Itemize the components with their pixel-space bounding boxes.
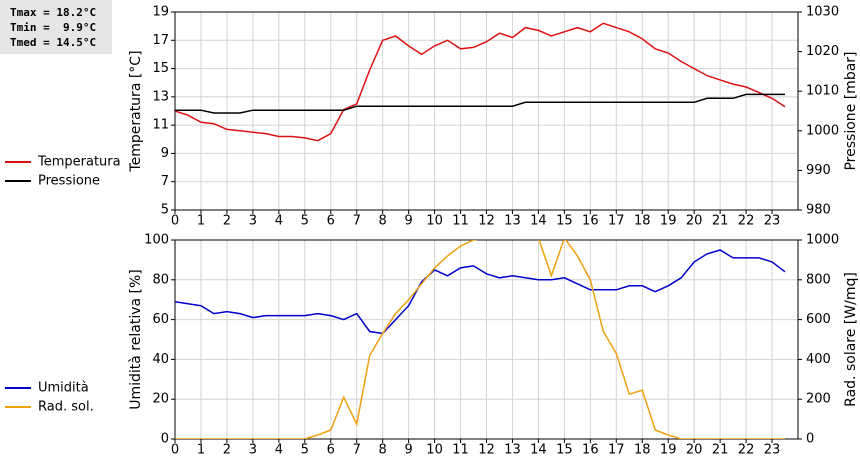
y2-tick-label: 980 <box>806 203 831 218</box>
x-tick-label: 5 <box>301 443 309 458</box>
x-tick-label: 10 <box>426 443 443 458</box>
x-tick-label: 12 <box>478 214 495 229</box>
x-tick-label: 1 <box>197 214 205 229</box>
y2-tick-label: 1010 <box>806 84 839 99</box>
series-line <box>175 249 786 335</box>
x-tick-label: 17 <box>608 214 625 229</box>
x-tick-label: 6 <box>327 443 335 458</box>
legend-label: Umidità <box>38 381 89 396</box>
x-tick-label: 0 <box>171 214 179 229</box>
x-tick-label: 18 <box>634 214 651 229</box>
x-tick-label: 15 <box>556 443 573 458</box>
annotation: Tmin = 9.9°C <box>10 21 96 34</box>
y-axis-title: Umidità relativa [%] <box>128 269 144 410</box>
x-tick-label: 21 <box>712 214 729 229</box>
y-tick-label: 7 <box>161 174 169 189</box>
x-tick-label: 11 <box>452 214 469 229</box>
x-tick-label: 14 <box>530 443 547 458</box>
y2-tick-label: 1030 <box>806 5 839 20</box>
y2-tick-label: 990 <box>806 163 831 178</box>
y-tick-label: 19 <box>152 5 169 20</box>
series-line <box>175 22 786 142</box>
y-tick-label: 11 <box>152 118 169 133</box>
x-tick-label: 16 <box>582 214 599 229</box>
x-tick-label: 23 <box>764 214 781 229</box>
y-tick-label: 0 <box>161 432 169 447</box>
x-tick-label: 3 <box>249 443 257 458</box>
y2-axis-title: Pressione [mbar] <box>843 51 859 170</box>
x-tick-label: 19 <box>660 214 677 229</box>
y-tick-label: 5 <box>161 203 169 218</box>
legend-label: Temperatura <box>37 155 121 170</box>
y-tick-label: 80 <box>152 272 169 287</box>
x-tick-label: 19 <box>660 443 677 458</box>
y2-tick-label: 1000 <box>806 233 839 248</box>
x-tick-label: 10 <box>426 214 443 229</box>
x-tick-label: 1 <box>197 443 205 458</box>
annotation: Tmed = 14.5°C <box>10 36 96 49</box>
x-tick-label: 21 <box>712 443 729 458</box>
x-tick-label: 23 <box>764 443 781 458</box>
x-tick-label: 11 <box>452 443 469 458</box>
x-tick-label: 20 <box>686 443 703 458</box>
y-axis-title: Temperatura [°C] <box>128 50 144 172</box>
y2-tick-label: 200 <box>806 392 831 407</box>
y2-tick-label: 400 <box>806 352 831 367</box>
x-tick-label: 5 <box>301 214 309 229</box>
x-tick-label: 14 <box>530 214 547 229</box>
y-tick-label: 15 <box>152 61 169 76</box>
x-tick-label: 13 <box>504 443 521 458</box>
x-tick-label: 7 <box>353 443 361 458</box>
y-tick-label: 60 <box>152 312 169 327</box>
x-tick-label: 18 <box>634 443 651 458</box>
y2-tick-label: 0 <box>806 432 814 447</box>
x-tick-label: 6 <box>327 214 335 229</box>
y-tick-label: 40 <box>152 352 169 367</box>
x-tick-label: 4 <box>275 443 283 458</box>
y2-tick-label: 1000 <box>806 123 839 138</box>
x-tick-label: 9 <box>404 443 412 458</box>
y2-tick-label: 1020 <box>806 44 839 59</box>
x-tick-label: 4 <box>275 214 283 229</box>
series-line <box>175 93 785 114</box>
y2-tick-label: 600 <box>806 312 831 327</box>
x-tick-label: 0 <box>171 443 179 458</box>
x-tick-label: 13 <box>504 214 521 229</box>
x-tick-label: 16 <box>582 443 599 458</box>
stats-box <box>0 0 112 54</box>
legend-label: Rad. sol. <box>38 400 94 415</box>
x-tick-label: 9 <box>404 214 412 229</box>
y-tick-label: 100 <box>144 233 169 248</box>
annotation: Tmax = 18.2°C <box>10 6 96 19</box>
x-tick-label: 22 <box>738 214 755 229</box>
x-tick-label: 3 <box>249 214 257 229</box>
x-tick-label: 8 <box>379 443 387 458</box>
x-tick-label: 2 <box>223 443 231 458</box>
y-tick-label: 17 <box>152 33 169 48</box>
legend-label: Pressione <box>38 174 100 189</box>
x-tick-label: 20 <box>686 214 703 229</box>
y-tick-label: 20 <box>152 392 169 407</box>
y-tick-label: 9 <box>161 146 169 161</box>
x-tick-label: 12 <box>478 443 495 458</box>
x-tick-label: 2 <box>223 214 231 229</box>
y2-tick-label: 800 <box>806 272 831 287</box>
series-line <box>175 240 785 439</box>
x-tick-label: 15 <box>556 214 573 229</box>
x-tick-label: 17 <box>608 443 625 458</box>
x-tick-label: 7 <box>353 214 361 229</box>
x-tick-label: 8 <box>379 214 387 229</box>
x-tick-label: 22 <box>738 443 755 458</box>
y2-axis-title: Rad. solare [W/mq] <box>843 272 859 407</box>
y-tick-label: 13 <box>152 89 169 104</box>
